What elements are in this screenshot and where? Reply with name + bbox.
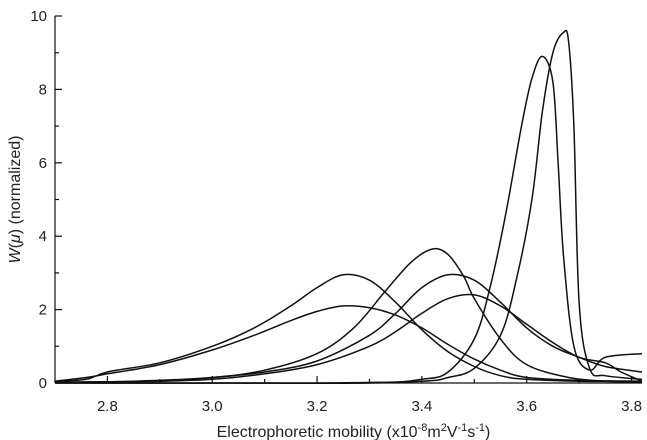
x-tick-label: 3.8 xyxy=(621,398,642,415)
y-tick-label: 4 xyxy=(39,228,47,245)
y-tick-label: 2 xyxy=(39,302,47,319)
series-line-3 xyxy=(54,247,643,384)
x-tick-label: 3.6 xyxy=(516,398,537,415)
y-tick-label: 10 xyxy=(30,8,47,25)
y-tick-label: 6 xyxy=(39,155,47,172)
series-line-6 xyxy=(55,55,643,385)
x-tick-label: 3.0 xyxy=(202,398,223,415)
x-tick-label: 3.4 xyxy=(411,398,432,415)
series-layer xyxy=(54,29,643,385)
x-tick-label: 2.8 xyxy=(97,398,118,415)
y-tick-label: 8 xyxy=(39,81,47,98)
series-line-7 xyxy=(54,29,643,384)
series-line-1 xyxy=(54,273,643,383)
series-line-2 xyxy=(54,304,643,382)
series-line-5 xyxy=(54,293,643,384)
series-line-4 xyxy=(54,273,643,384)
y-axis-label: W(μ) (normalized) xyxy=(7,136,24,264)
x-axis-label: Electrophoretic mobility (x10-8m2V-1s-1) xyxy=(217,422,491,440)
x-tick-label: 3.2 xyxy=(307,398,328,415)
y-tick-label: 0 xyxy=(39,375,47,392)
